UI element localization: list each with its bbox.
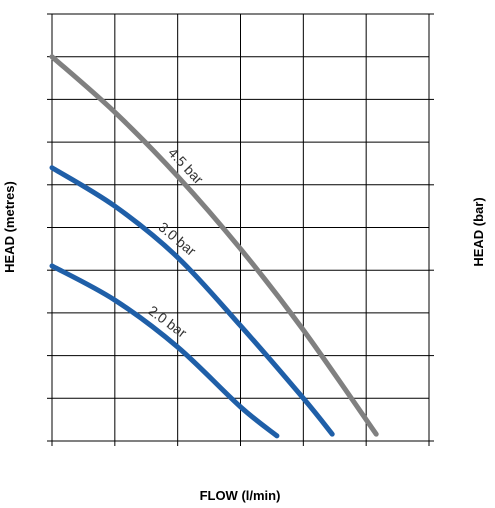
series-line-1	[49, 165, 335, 437]
plot-frame	[47, 13, 434, 446]
series-line-0	[49, 54, 379, 437]
x-axis-title: FLOW (l/min)	[200, 488, 281, 503]
y2-axis-title: HEAD (bar)	[471, 197, 486, 266]
grid	[51, 13, 430, 442]
series-lines	[49, 54, 379, 439]
series-line-2	[49, 263, 280, 439]
y-axis-title: HEAD (metres)	[2, 181, 17, 273]
series-label-2: 2.0 bar	[145, 302, 190, 341]
